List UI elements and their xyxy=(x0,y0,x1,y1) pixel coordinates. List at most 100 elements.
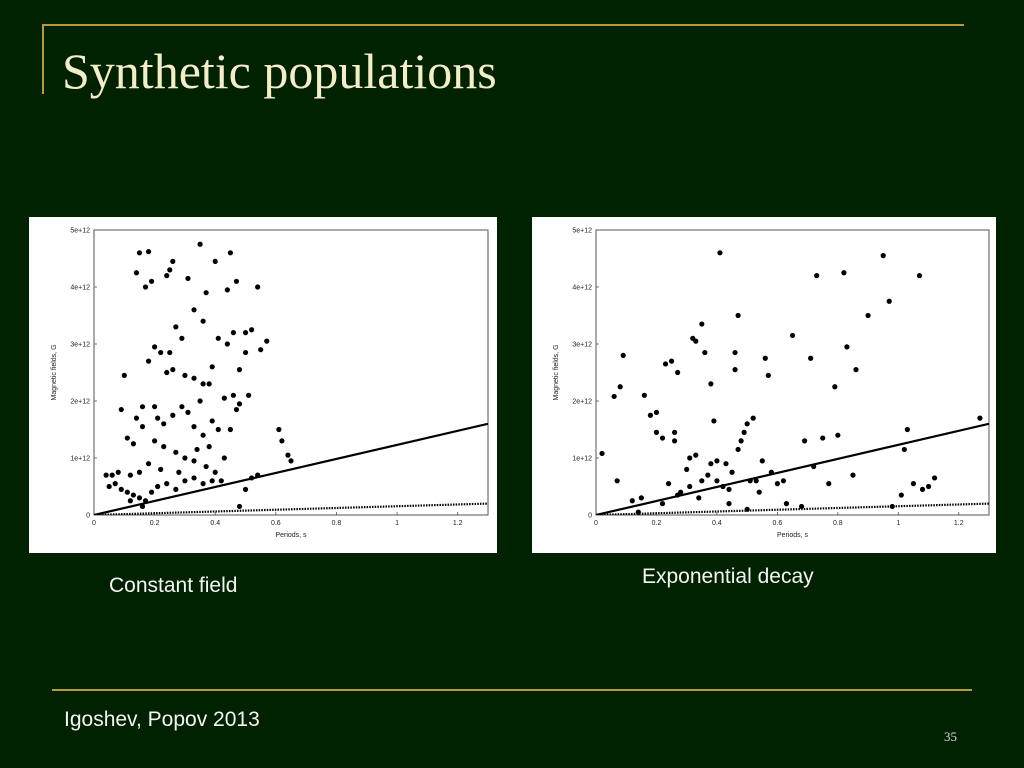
scatter-point xyxy=(130,492,136,498)
scatter-point xyxy=(179,335,185,341)
scatter-point xyxy=(167,267,173,273)
chart-panel-constant-field: 0 0.2 0.4 0.6 0.8 1 1.2 0 1e+12 2e+12 3e+12 4e+12 5e… xyxy=(29,217,497,553)
scatter-point xyxy=(155,483,161,490)
scatter-point xyxy=(152,404,158,410)
scatter-point xyxy=(206,444,212,450)
scatter-point xyxy=(798,503,805,510)
caption-constant-field: Constant field xyxy=(109,574,238,597)
scatter-point xyxy=(744,506,750,512)
scatter-point xyxy=(242,349,249,356)
scatter-chart-constant-field: 0 0.2 0.4 0.6 0.8 1 1.2 0 1e+12 2e+12 3e+12 4e+12 5e… xyxy=(51,228,489,539)
scatter-point xyxy=(762,355,768,361)
dotted-limit-line xyxy=(94,502,488,515)
scatter-point xyxy=(176,469,182,475)
scatter-point xyxy=(139,503,146,510)
scatter-point xyxy=(227,426,233,433)
scatter-point xyxy=(209,418,215,424)
scatter-point xyxy=(185,409,191,415)
scatter-point xyxy=(224,287,230,293)
scatter-point xyxy=(886,298,892,304)
scatter-point xyxy=(145,249,152,255)
scatter-point xyxy=(167,349,173,356)
scatter-point xyxy=(230,392,237,398)
scatter-point xyxy=(212,469,218,475)
scatter-point xyxy=(735,446,741,453)
scatter-point xyxy=(158,466,164,472)
scatter-point xyxy=(158,349,164,356)
scatter-point xyxy=(245,392,252,398)
scatter-point xyxy=(826,481,832,487)
scatter-point xyxy=(218,478,224,484)
scatter-point xyxy=(170,258,176,264)
scatter-point xyxy=(696,495,702,501)
scatter-point xyxy=(118,406,124,413)
scatter-point xyxy=(780,478,787,484)
scatter-point xyxy=(684,466,690,472)
scatter-point xyxy=(136,495,143,501)
scatter-point xyxy=(741,429,747,435)
scatter-point xyxy=(212,258,218,264)
scatter-point xyxy=(106,483,112,490)
scatter-point xyxy=(221,395,227,401)
scatter-point xyxy=(130,441,136,447)
y-tick-label: 3e+12 xyxy=(572,342,592,349)
scatter-point xyxy=(209,364,215,370)
scatter-point xyxy=(693,338,699,344)
y-axis-label: Magnetic fields, G xyxy=(51,344,58,400)
x-tick-label: 1 xyxy=(896,520,900,527)
x-tick-label: 0.4 xyxy=(210,520,220,527)
scatter-point xyxy=(133,415,140,421)
scatter-point xyxy=(714,458,720,464)
scatter-point xyxy=(200,318,206,324)
chart-panel-exponential-decay: 0 0.2 0.4 0.6 0.8 1 1.2 0 1e+12 2e+12 3e+12 4e+12 5e… xyxy=(532,217,996,553)
scatter-point xyxy=(808,355,814,361)
x-tick-label: 0.4 xyxy=(712,520,722,527)
scatter-point xyxy=(242,486,249,492)
top-rule xyxy=(44,24,964,26)
scatter-point xyxy=(675,492,681,498)
scatter-point xyxy=(814,273,820,279)
scatter-point xyxy=(191,307,197,313)
scatter-point xyxy=(148,278,155,284)
scatter-point xyxy=(242,330,249,336)
scatter-point xyxy=(230,330,237,336)
scatter-point xyxy=(200,481,206,487)
scatter-point xyxy=(717,250,723,256)
scatter-point xyxy=(714,478,720,484)
scatter-point xyxy=(702,349,708,356)
y-tick-label: 5e+12 xyxy=(572,228,592,235)
scatter-point xyxy=(744,421,750,427)
scatter-point xyxy=(197,398,203,404)
scatter-point xyxy=(735,312,741,319)
scatter-point xyxy=(136,250,143,256)
scatter-point xyxy=(173,324,179,330)
scatter-point xyxy=(850,472,856,478)
scatter-point xyxy=(182,455,188,461)
scatter-point xyxy=(279,438,285,444)
scatter-point xyxy=(789,332,796,339)
scatter-point xyxy=(258,347,264,353)
y-tick-label: 1e+12 xyxy=(572,456,592,463)
x-tick-label: 0.6 xyxy=(271,520,281,527)
scatter-point xyxy=(599,450,605,457)
scatter-point xyxy=(889,503,895,510)
scatter-point xyxy=(124,435,130,441)
scatter-point xyxy=(653,409,660,415)
scatter-point xyxy=(611,393,617,400)
scatter-point xyxy=(759,458,765,464)
scatter-point xyxy=(121,372,127,378)
scatter-points xyxy=(103,241,294,510)
scatter-point xyxy=(820,435,826,441)
scatter-point xyxy=(148,489,155,495)
scatter-point xyxy=(699,321,705,327)
scatter-point xyxy=(620,352,626,358)
scatter-point xyxy=(638,495,644,501)
x-tick-label: 0 xyxy=(594,520,598,527)
plot-frame xyxy=(93,229,489,516)
scatter-point xyxy=(127,472,133,478)
scatter-point xyxy=(832,384,838,390)
x-tick-label: 0.2 xyxy=(150,520,160,527)
scatter-point xyxy=(118,486,124,492)
scatter-point xyxy=(668,358,675,364)
scatter-point xyxy=(115,469,121,475)
